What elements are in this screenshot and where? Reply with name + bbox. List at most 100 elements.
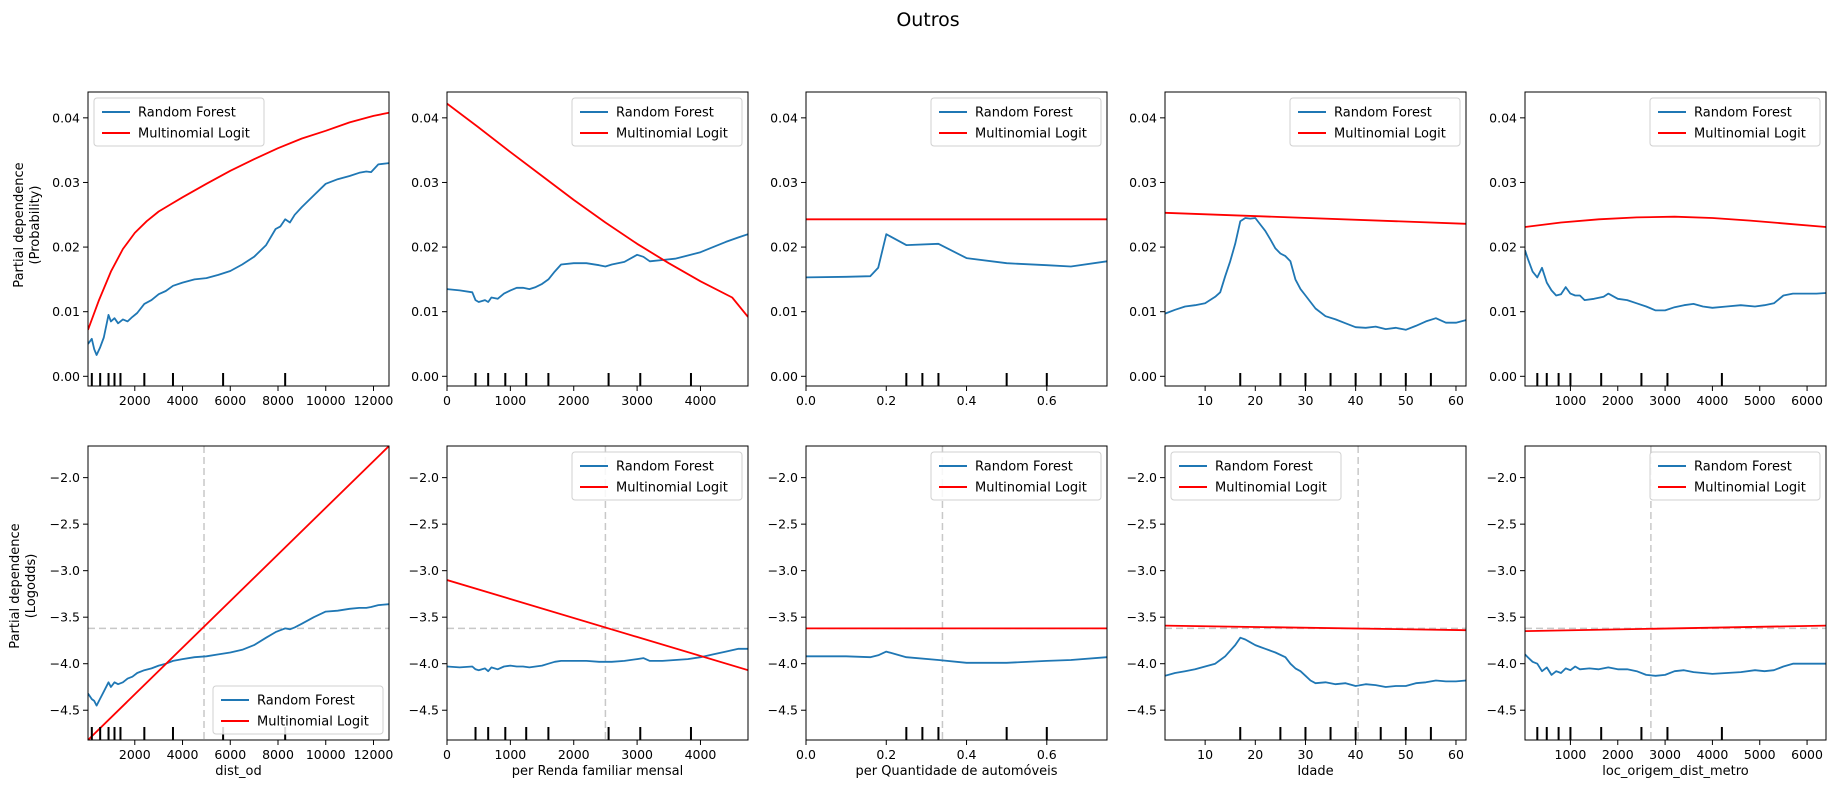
x-tick-label: 60 <box>1448 393 1464 408</box>
x-tick-label: 0.2 <box>876 393 896 408</box>
series-line-random-forest <box>88 162 389 356</box>
legend-label: Random Forest <box>975 106 1073 121</box>
legend-label: Random Forest <box>975 460 1073 475</box>
y-tick-label: −3.0 <box>1487 563 1517 578</box>
x-tick-label: 50 <box>1398 393 1414 408</box>
x-tick-label: 0 <box>443 747 451 762</box>
legend-label: Random Forest <box>257 694 355 709</box>
y-tick-label: −2.5 <box>409 517 439 532</box>
x-tick-label: 10 <box>1197 393 1213 408</box>
legend: Random Forest Multinomial Logit <box>93 97 265 147</box>
subplot-grid: 2000 4000 60 0 0 8000 10000 12000 0.00 0.01 0.02 0.… <box>50 91 1827 779</box>
x-tick-label: 50 <box>1398 747 1414 762</box>
y-tick-label: 0.01 <box>1489 304 1517 319</box>
x-tick-label: 12000 <box>354 747 394 762</box>
y-tick-label: −2.5 <box>1487 517 1517 532</box>
legend-label: Random Forest <box>1215 460 1313 475</box>
row-label-logodds-line2: (Logodds) <box>24 554 39 619</box>
subplot-bottom-1: 0 1000 2000 3000 4000 −4.5 −4.0 −3.5 −3.0 −2.5 −2.… <box>409 445 749 779</box>
x-tick-label: 0 <box>443 393 451 408</box>
y-tick-label: 0.01 <box>770 304 798 319</box>
row-label-probability: Partial dependence (Probability) <box>12 162 43 287</box>
x-tick-label: 0.0 <box>796 393 816 408</box>
subplot-bottom-4: 1000 2000 3000 4000 5000 6000 −4.5 −4.0 −3.5 −3.0… <box>1487 445 1827 779</box>
subplot-top-4: 1000 2000 3000 4000 5000 6000 0.00 0.01 0.02 0.03… <box>1489 91 1827 408</box>
legend-label: Random Forest <box>616 106 714 121</box>
legend-box <box>212 685 384 735</box>
legend-box <box>1649 97 1821 147</box>
legend-label: Multinomial Logit <box>1215 481 1327 496</box>
y-tick-label: −3.5 <box>1127 610 1157 625</box>
subplot-top-0: 2000 4000 6000 8000 10000 12000 0.00 0.01 0.02 0.… <box>52 91 393 408</box>
legend: Random Forest Multinomial Logit <box>930 97 1102 147</box>
axes-frame <box>1164 91 1467 387</box>
legend-label: Multinomial Logit <box>616 481 728 496</box>
series-group <box>1165 624 1466 688</box>
subplot-top-2: 0.0 0.2 0.4 0.6 0.00 0.01 0.02 0.03 0.04 Random F… <box>770 91 1108 408</box>
series-line-multinomial-logit <box>88 111 389 331</box>
series-line-multinomial-logit <box>1165 211 1466 225</box>
x-tick-label: 60 <box>1448 747 1464 762</box>
legend-label: Multinomial Logit <box>138 127 250 142</box>
y-tick-label: −3.5 <box>1487 610 1517 625</box>
y-tick-label: 0.03 <box>1489 175 1517 190</box>
x-tick-label: 4000 <box>1697 393 1729 408</box>
subplot-top-3: 10 20 30 40 50 60 0.00 0.01 0.02 0.03 0.04 Random F… <box>1129 91 1467 408</box>
series-line-random-forest <box>1525 653 1826 677</box>
x-tick-label: 3000 <box>621 393 653 408</box>
legend-label: Multinomial Logit <box>1694 481 1806 496</box>
series-line-multinomial-logit <box>447 579 748 672</box>
y-tick-label: 0.00 <box>770 369 798 384</box>
x-tick-label: 2000 <box>558 747 590 762</box>
series-line-multinomial-logit <box>88 446 389 740</box>
x-tick-label: 10000 <box>306 393 346 408</box>
x-tick-label: 4000 <box>685 747 717 762</box>
x-tick-label: 20 <box>1247 393 1263 408</box>
row-label-logodds-line1: Partial dependence <box>8 523 23 648</box>
y-tick-label: 0.02 <box>1489 240 1517 255</box>
y-tick-label: 0.04 <box>52 110 80 125</box>
x-tick-label: 4000 <box>167 747 199 762</box>
x-tick-label: 2000 <box>1602 393 1634 408</box>
y-tick-label: 0.01 <box>52 304 80 319</box>
axes-frame <box>446 445 749 741</box>
series-line-random-forest <box>88 603 389 707</box>
y-tick-label: 0.03 <box>52 175 80 190</box>
legend: Random Forest Multinomial Logit <box>1170 451 1342 501</box>
axes-frame <box>1524 445 1827 741</box>
y-tick-label: 0.03 <box>770 175 798 190</box>
series-group <box>1165 211 1466 331</box>
y-tick-label: −2.0 <box>1127 470 1157 485</box>
legend-label: Random Forest <box>616 460 714 475</box>
axes-frame <box>805 445 1108 741</box>
legend: Random Forest Multinomial Logit <box>930 451 1102 501</box>
series-group <box>447 102 748 318</box>
series-line-multinomial-logit <box>1525 215 1826 228</box>
series-line-random-forest <box>1165 217 1466 331</box>
subplot-top-1: 0 1000 2000 3000 4000 0.00 0.01 0.02 0.03 0.04 Ran… <box>411 91 749 408</box>
legend-box <box>571 97 743 147</box>
y-tick-label: −4.5 <box>1127 703 1157 718</box>
y-tick-label: −2.5 <box>1127 517 1157 532</box>
x-tick-label: 8000 <box>262 393 294 408</box>
y-tick-label: −4.5 <box>409 703 439 718</box>
y-tick-label: 0.03 <box>1129 175 1157 190</box>
legend: Random Forest Multinomial Logit <box>1649 97 1821 147</box>
x-tick-label: 5000 <box>1744 747 1776 762</box>
y-tick-label: 0.02 <box>52 240 80 255</box>
y-tick-label: −4.0 <box>409 656 439 671</box>
x-tick-label: 0.6 <box>1037 393 1057 408</box>
series-line-random-forest <box>447 233 748 303</box>
x-tick-label: 0.6 <box>1037 747 1057 762</box>
y-tick-label: −3.5 <box>409 610 439 625</box>
x-tick-label: 4000 <box>1697 747 1729 762</box>
y-tick-label: −4.0 <box>768 656 798 671</box>
axes-frame <box>1524 91 1827 387</box>
x-tick-label: 0.4 <box>957 747 977 762</box>
x-tick-label: 2000 <box>119 747 151 762</box>
subplot-bottom-0: 2000 4000 6000 8000 10000 12000 −4.5 −4.0 −3.5 −3… <box>50 445 394 779</box>
series-line-random-forest <box>806 650 1107 664</box>
legend-label: Multinomial Logit <box>1334 127 1446 142</box>
x-tick-label: 0.4 <box>957 393 977 408</box>
row-label-logodds: Partial dependence (Logodds) <box>8 523 39 648</box>
